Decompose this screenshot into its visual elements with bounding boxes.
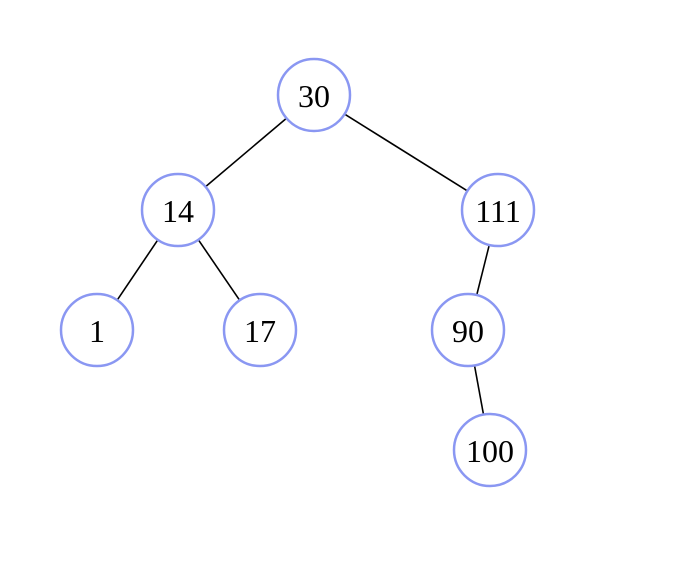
- tree-edge: [205, 118, 286, 187]
- tree-edge: [345, 114, 468, 191]
- tree-node-label: 14: [162, 193, 194, 229]
- tree-node-label: 1: [89, 313, 105, 349]
- tree-edge: [117, 240, 158, 300]
- tree-node-label: 90: [452, 313, 484, 349]
- tree-edge: [474, 365, 483, 414]
- tree-node: 111: [462, 174, 534, 246]
- tree-nodes: 301411111790100: [61, 59, 534, 486]
- tree-node: 14: [142, 174, 214, 246]
- binary-tree-diagram: 301411111790100: [0, 0, 688, 570]
- tree-node: 90: [432, 294, 504, 366]
- tree-edges: [117, 114, 489, 415]
- tree-node: 30: [278, 59, 350, 131]
- tree-node-label: 30: [298, 78, 330, 114]
- tree-node-label: 100: [466, 433, 514, 469]
- tree-node: 100: [454, 414, 526, 486]
- tree-node: 1: [61, 294, 133, 366]
- tree-node: 17: [224, 294, 296, 366]
- tree-edge: [198, 240, 239, 301]
- tree-edge: [477, 245, 490, 295]
- tree-node-label: 17: [244, 313, 276, 349]
- tree-node-label: 111: [475, 193, 521, 229]
